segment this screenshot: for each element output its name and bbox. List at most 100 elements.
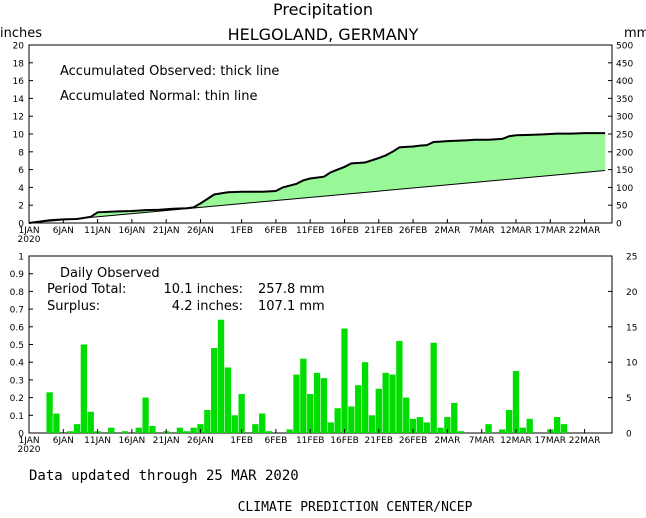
fill-segment — [342, 166, 345, 195]
y-tick-label: 16 — [13, 77, 25, 87]
x-tick-label: 17MAR — [534, 436, 566, 446]
fill-segment — [478, 139, 481, 183]
fill-segment — [450, 140, 453, 185]
fill-segment — [346, 164, 349, 195]
daily-bar — [451, 402, 458, 433]
fill-segment — [231, 191, 234, 205]
fill-segment — [507, 135, 510, 180]
fill-segment — [428, 143, 431, 187]
daily-bar — [499, 429, 506, 433]
y-right-tick-label: 0 — [616, 220, 622, 230]
fill-segment — [505, 136, 508, 180]
fill-segment — [543, 134, 546, 177]
fill-segment — [239, 191, 242, 204]
fill-segment — [496, 138, 500, 181]
fill-segment — [534, 134, 537, 178]
fill-segment — [452, 140, 455, 185]
fill-segment — [421, 145, 424, 188]
x-year-label: 2020 — [18, 235, 41, 245]
fill-segment — [304, 179, 307, 199]
fill-segment — [592, 132, 596, 172]
y-tick-label: 20 — [13, 42, 25, 52]
y-tick-label: 0.6 — [10, 323, 25, 333]
x-tick-label: 16FEB — [330, 436, 359, 446]
x-tick-label: 16JAN — [118, 436, 145, 446]
daily-bar — [512, 371, 520, 433]
daily-bar — [560, 424, 568, 433]
fill-segment — [370, 159, 373, 193]
fill-segment — [548, 133, 551, 176]
y-right-tick-label: 0 — [626, 430, 632, 440]
fill-segment — [412, 146, 416, 189]
accumulated-normal-line — [28, 170, 606, 224]
fill-segment — [349, 163, 352, 194]
fill-segment — [436, 141, 440, 187]
fill-segment — [224, 192, 227, 206]
fill-segment — [217, 193, 220, 207]
fill-segment — [599, 132, 602, 172]
fill-segment — [248, 191, 251, 204]
fill-segment — [538, 134, 541, 177]
daily-left-axis: 0 0.1 0.2 0.3 0.4 0.5 0.6 0.7 0.8 0.9 1 — [10, 253, 33, 440]
fill-segment — [472, 139, 476, 183]
daily-bar — [252, 424, 259, 433]
fill-segment — [364, 161, 367, 193]
fill-segment — [471, 139, 474, 183]
fill-segment — [274, 190, 277, 201]
daily-bar — [231, 415, 238, 433]
fill-segment — [514, 135, 517, 179]
fill-segment — [286, 185, 289, 200]
daily-bar — [505, 409, 513, 433]
fill-segment — [563, 133, 566, 175]
daily-bar — [293, 374, 300, 433]
fill-segment — [572, 133, 575, 174]
y-right-tick-label: 200 — [616, 148, 633, 158]
fill-segment — [570, 133, 573, 174]
fill-segment — [455, 140, 458, 185]
daily-bar — [121, 431, 129, 433]
fill-segment — [603, 132, 606, 171]
fill-segment — [268, 191, 271, 202]
x-tick-label: 12MAR — [500, 436, 532, 446]
fill-segment — [454, 140, 457, 185]
fill-segment — [244, 191, 247, 204]
period-total-label: Period Total: — [47, 282, 126, 297]
fill-segment — [577, 133, 580, 174]
x-tick-label: 7MAR — [469, 436, 495, 446]
fill-segment — [524, 134, 527, 179]
daily-bar — [396, 340, 403, 433]
fill-segment — [541, 134, 544, 177]
fill-segment — [296, 182, 299, 199]
fill-segment — [580, 132, 584, 173]
daily-bar — [211, 348, 218, 433]
fill-segment — [479, 139, 482, 183]
period-total-inches: 10.1 inches: — [164, 282, 243, 297]
x-tick-label: 1JAN — [18, 226, 39, 236]
daily-bar — [217, 319, 225, 433]
x-tick-label: 16JAN — [118, 226, 145, 236]
fill-segment — [292, 184, 295, 200]
fill-segment — [316, 177, 319, 197]
fill-segment — [344, 165, 347, 195]
x-tick-label: 12MAR — [500, 226, 532, 236]
fill-segment — [287, 185, 290, 200]
daily-bar — [320, 378, 328, 433]
fill-segment — [354, 162, 357, 194]
fill-segment — [313, 177, 316, 198]
daily-bar — [183, 431, 190, 433]
y-right-tick-label: 5 — [626, 394, 632, 404]
y-tick-label: 6 — [18, 166, 24, 176]
y-tick-label: 18 — [13, 59, 25, 69]
right-axis-unit: mm — [624, 26, 646, 41]
x-tick-label: 6FEB — [265, 436, 288, 446]
fill-segment — [284, 186, 287, 200]
fill-segment — [515, 135, 518, 179]
daily-bar — [361, 362, 369, 433]
fill-segment — [502, 137, 505, 181]
fill-segment — [440, 141, 443, 186]
y-right-tick-label: 10 — [626, 359, 638, 369]
fill-segment — [544, 134, 548, 177]
fill-segment — [418, 145, 421, 188]
accumulated-right-axis: 0 50 100 150 200 250 300 350 400 450 500 — [608, 42, 633, 230]
fill-segment — [448, 140, 452, 185]
